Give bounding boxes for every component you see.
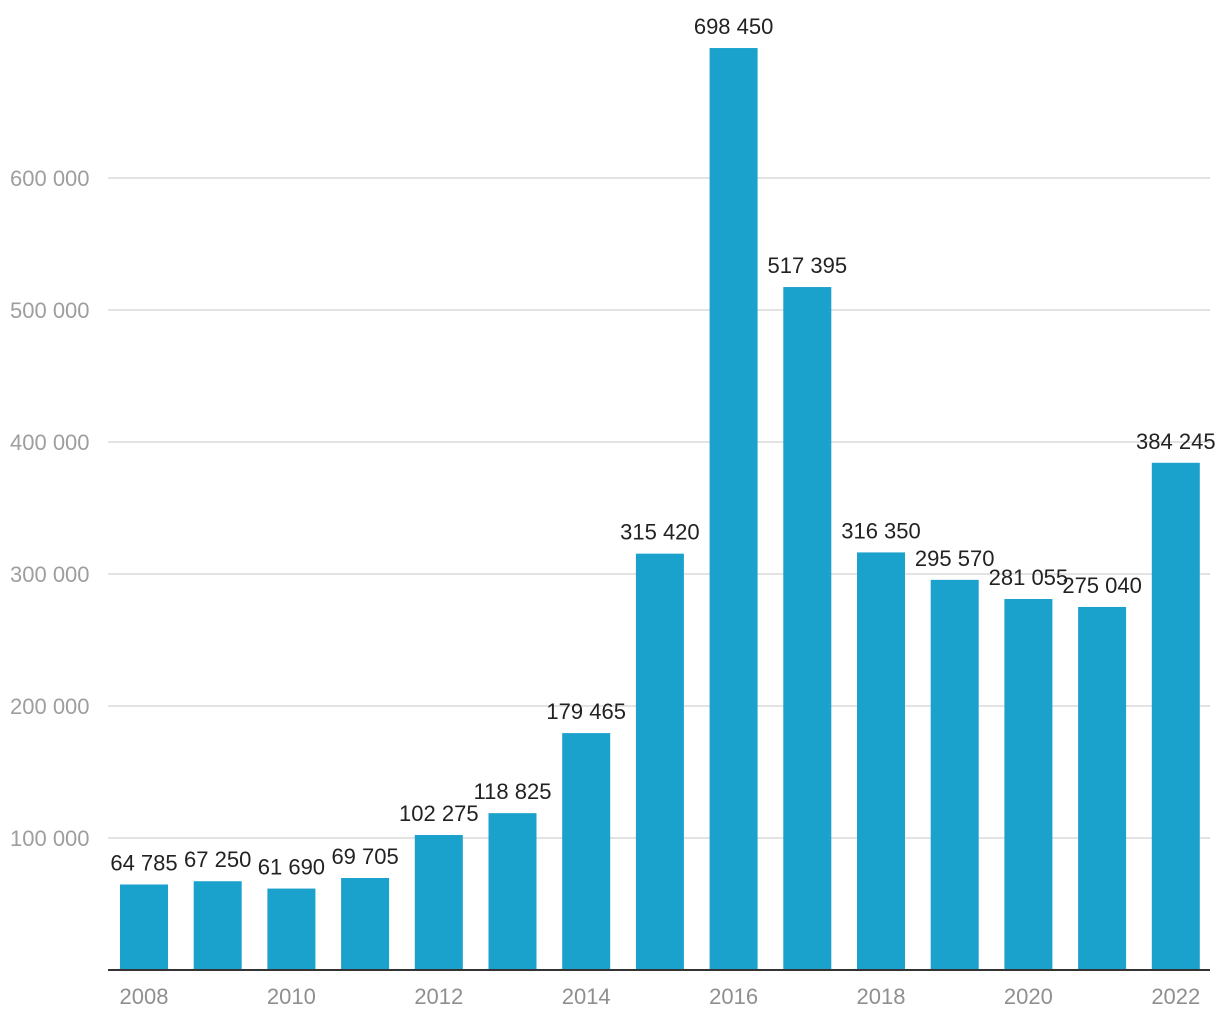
data-label-2010: 61 690	[258, 855, 325, 880]
data-label-2020: 281 055	[989, 565, 1069, 590]
bar-2017	[783, 287, 832, 971]
bar-2021	[1078, 606, 1127, 970]
x-tick-label: 2020	[1004, 984, 1053, 1009]
bar-2010	[267, 888, 316, 970]
data-label-2009: 67 250	[184, 847, 251, 872]
data-label-2008: 64 785	[110, 850, 177, 875]
x-tick-label: 2008	[120, 984, 169, 1009]
x-tick-label: 2016	[709, 984, 758, 1009]
data-label-2013: 118 825	[474, 779, 552, 804]
data-label-2016: 698 450	[694, 14, 774, 39]
y-axis-ticks: 100 000 200 000 300 000 400 000 500 000 600 0…	[10, 166, 90, 851]
y-tick-label: 200 000	[10, 694, 90, 719]
y-tick-label: 400 000	[10, 430, 90, 455]
bar-2015	[635, 553, 684, 970]
data-label-2021: 275 040	[1062, 573, 1142, 598]
x-tick-label: 2018	[857, 984, 906, 1009]
y-tick-label: 100 000	[10, 826, 90, 851]
bar-2011	[341, 877, 390, 970]
bars	[120, 48, 1200, 971]
bar-2016	[709, 48, 758, 970]
data-label-2012: 102 275	[399, 801, 479, 826]
x-tick-label: 2022	[1151, 984, 1200, 1009]
data-label-2014: 179 465	[546, 699, 626, 724]
x-tick-label: 2012	[414, 984, 463, 1009]
x-tick-label: 2014	[562, 984, 611, 1009]
bar-2012	[414, 834, 463, 970]
y-tick-label: 600 000	[10, 166, 90, 191]
bar-2020	[1004, 599, 1053, 970]
data-label-2019: 295 570	[915, 546, 995, 571]
bar-2009	[193, 881, 242, 970]
data-label-2018: 316 350	[841, 518, 921, 543]
y-tick-label: 300 000	[10, 562, 90, 587]
bar-2019	[930, 579, 979, 970]
bar-2014	[562, 733, 611, 970]
data-label-2022: 384 245	[1136, 429, 1216, 454]
x-axis-ticks: 2008 2010 2012 2014 2016 2018 2020 2022	[120, 984, 1201, 1009]
bar-2022	[1151, 462, 1200, 970]
x-tick-label: 2010	[267, 984, 316, 1009]
bar-2013	[488, 813, 537, 970]
bar-2018	[857, 552, 905, 970]
data-label-2015: 315 420	[620, 520, 700, 545]
data-label-2011: 69 705	[331, 844, 398, 869]
data-label-2017: 517 395	[768, 253, 848, 278]
y-tick-label: 500 000	[10, 298, 90, 323]
bar-2008	[120, 884, 168, 970]
